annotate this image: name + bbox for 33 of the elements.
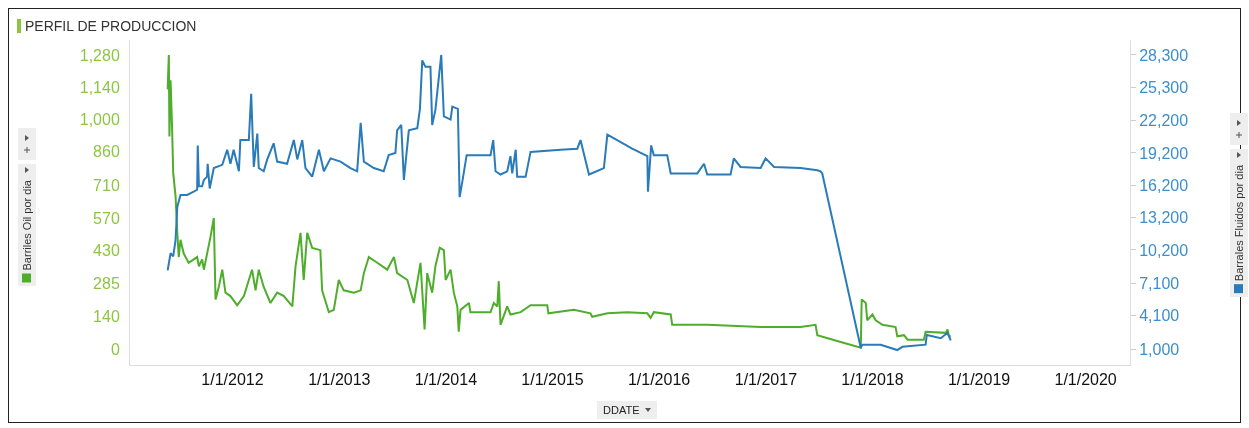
x-tick-label: 1/1/2018 [841, 371, 904, 389]
y2-tick-label: 19,200 [1139, 144, 1189, 162]
y2-tick-label: 16,200 [1139, 176, 1189, 194]
x-tick-label: 1/1/2015 [521, 371, 584, 389]
y-tick-label: 1,280 [79, 46, 120, 64]
y2-tick-label: 22,200 [1139, 112, 1189, 130]
y-tick-label: 430 [93, 241, 120, 259]
y-tick-label: 285 [93, 275, 120, 293]
x-tick-label: 1/1/2020 [1054, 371, 1117, 389]
x-tick-label: 1/1/2016 [627, 371, 691, 389]
y-tick-label: 1,140 [79, 78, 120, 96]
y-tick-label: 860 [93, 143, 120, 160]
x-axis-title: DDATE [603, 404, 640, 416]
chart-title: PERFIL DE PRODUCCION [25, 18, 197, 34]
y2-tick-label: 10,200 [1139, 241, 1189, 259]
y-tick-label: 570 [93, 209, 120, 227]
y2-tick-label: 25,300 [1139, 78, 1189, 96]
y2-tick-label: 28,300 [1139, 46, 1189, 64]
y2-axis-title: Barrales Fluidos por dia [1233, 165, 1245, 282]
x-tick-label: 1/1/2014 [414, 371, 478, 389]
y-tick-label: 0 [110, 340, 120, 358]
y2-tick-label: 13,200 [1139, 209, 1189, 227]
y-tick-label: 1,000 [79, 110, 120, 128]
y2-tick-label: 4,100 [1139, 307, 1180, 325]
y2-tick-label: 1,000 [1139, 340, 1180, 358]
x-tick-label: 1/1/2017 [734, 371, 798, 389]
x-tick-label: 1/1/2019 [947, 371, 1011, 389]
y-tick-label: 140 [93, 308, 120, 326]
x-tick-label: 1/1/2013 [308, 371, 371, 389]
y-axis-title: Barriles Oil por dia [21, 180, 33, 271]
x-tick-label: 1/1/2012 [201, 371, 264, 389]
y2-tick-label: 7,100 [1139, 274, 1180, 292]
y-tick-label: 710 [93, 177, 120, 195]
